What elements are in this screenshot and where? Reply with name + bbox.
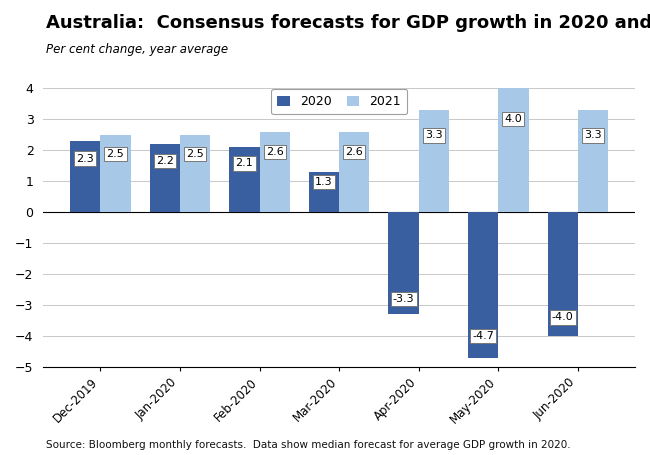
Text: 1.3: 1.3 <box>315 177 333 187</box>
Text: Australia:  Consensus forecasts for GDP growth in 2020 and 2021: Australia: Consensus forecasts for GDP g… <box>46 14 650 32</box>
Bar <box>259 131 290 212</box>
Text: 3.3: 3.3 <box>425 131 443 141</box>
Bar <box>468 212 499 358</box>
Bar <box>100 135 131 212</box>
Text: 2.2: 2.2 <box>156 156 174 166</box>
Text: 2.5: 2.5 <box>107 149 124 159</box>
Bar <box>150 144 180 212</box>
Text: 4.0: 4.0 <box>504 114 522 124</box>
Bar <box>180 135 210 212</box>
Bar <box>70 141 100 212</box>
Text: -4.7: -4.7 <box>472 331 494 341</box>
Text: Source: Bloomberg monthly forecasts.  Data show median forecast for average GDP : Source: Bloomberg monthly forecasts. Dat… <box>46 440 570 450</box>
Text: 2.6: 2.6 <box>266 147 283 157</box>
Bar <box>578 110 608 212</box>
Text: 2.1: 2.1 <box>235 158 254 168</box>
Bar <box>499 88 528 212</box>
Text: 2.5: 2.5 <box>186 149 204 159</box>
Text: 2.3: 2.3 <box>76 154 94 164</box>
Bar <box>229 147 259 212</box>
Text: -4.0: -4.0 <box>552 313 573 323</box>
Bar <box>389 212 419 314</box>
Text: -3.3: -3.3 <box>393 294 415 304</box>
Bar <box>309 172 339 212</box>
Bar <box>547 212 578 336</box>
Bar <box>419 110 449 212</box>
Legend: 2020, 2021: 2020, 2021 <box>271 89 407 114</box>
Bar <box>339 131 369 212</box>
Text: 3.3: 3.3 <box>584 131 602 141</box>
Text: Per cent change, year average: Per cent change, year average <box>46 43 227 56</box>
Text: 2.6: 2.6 <box>345 147 363 157</box>
